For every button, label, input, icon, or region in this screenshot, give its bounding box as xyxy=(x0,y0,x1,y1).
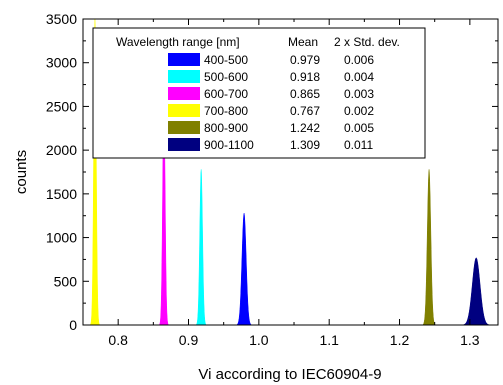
x-tick-label: 0.8 xyxy=(108,332,128,348)
legend: Wavelength range [nm] Mean 2 x Std. dev.… xyxy=(92,27,426,159)
legend-swatch-800-900 xyxy=(168,121,200,134)
legend-mean: 0.865 xyxy=(290,87,320,101)
y-tick-label: 2500 xyxy=(46,98,77,114)
legend-std: 0.005 xyxy=(344,121,374,135)
x-tick-label: 1.3 xyxy=(460,332,480,348)
legend-label: 800-900 xyxy=(204,121,248,135)
legend-std: 0.006 xyxy=(344,53,374,67)
legend-std: 0.011 xyxy=(344,138,373,152)
legend-label: 400-500 xyxy=(204,53,248,67)
legend-std: 0.002 xyxy=(344,104,374,118)
legend-box xyxy=(92,27,426,159)
legend-header-mean: Mean xyxy=(288,35,318,49)
legend-label: 700-800 xyxy=(204,104,248,118)
y-tick-label: 0 xyxy=(69,317,77,333)
y-tick-label: 500 xyxy=(54,273,78,289)
legend-swatch-400-500 xyxy=(168,53,200,66)
x-tick-label: 0.9 xyxy=(179,332,199,348)
legend-swatch-900-1100 xyxy=(168,138,200,151)
legend-mean: 0.918 xyxy=(290,70,320,84)
y-tick-label: 1500 xyxy=(46,186,77,202)
y-tick-label: 3500 xyxy=(46,11,77,27)
y-tick-label: 3000 xyxy=(46,55,77,71)
legend-std: 0.004 xyxy=(344,70,374,84)
legend-mean: 1.242 xyxy=(290,121,320,135)
legend-header-std: 2 x Std. dev. xyxy=(334,35,400,49)
histogram-peak-700-800 xyxy=(89,19,101,325)
histogram-peak-900-1100 xyxy=(460,257,492,325)
legend-mean: 0.767 xyxy=(290,104,320,118)
x-tick-label: 1.1 xyxy=(319,332,339,348)
y-axis-title: counts xyxy=(13,150,30,194)
legend-label: 900-1100 xyxy=(204,138,254,152)
y-tick-label: 1000 xyxy=(46,230,77,246)
histogram-peak-500-600 xyxy=(195,169,207,325)
legend-label: 500-600 xyxy=(204,70,248,84)
legend-swatch-600-700 xyxy=(168,87,200,100)
legend-mean: 1.309 xyxy=(290,138,320,152)
y-tick-label: 2000 xyxy=(46,142,77,158)
legend-swatch-500-600 xyxy=(168,70,200,83)
histogram-peak-800-900 xyxy=(421,169,437,325)
legend-label: 600-700 xyxy=(204,87,248,101)
histogram-peak-400-500 xyxy=(235,213,253,325)
legend-swatch-700-800 xyxy=(168,104,200,117)
legend-header-range: Wavelength range [nm] xyxy=(116,35,240,49)
x-axis-title: Vi according to IEC60904-9 xyxy=(198,366,381,383)
x-tick-label: 1.2 xyxy=(390,332,410,348)
legend-mean: 0.979 xyxy=(290,53,320,67)
legend-rows: 400-500 0.979 0.006 500-600 0.918 0.004 600-70… xyxy=(168,53,374,152)
legend-std: 0.003 xyxy=(344,87,374,101)
axes: 0 500 1000 1500 2000 2500 3000 3500 0.8 0.9 1.0 1.1… xyxy=(46,11,498,348)
histogram-peaks xyxy=(89,19,492,325)
x-tick-label: 1.0 xyxy=(249,332,269,348)
